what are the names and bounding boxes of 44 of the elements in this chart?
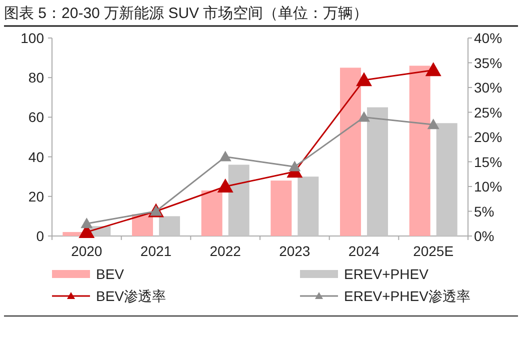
point bbox=[217, 178, 234, 192]
x-tick-label: 2020 bbox=[71, 243, 102, 259]
legend-label: EREV+PHEV bbox=[344, 266, 430, 282]
bar bbox=[436, 123, 458, 236]
point bbox=[358, 111, 370, 122]
x-tick-label: 2021 bbox=[140, 243, 172, 259]
y2-tick-label: 40% bbox=[474, 30, 502, 46]
x-tick-label: 2023 bbox=[279, 243, 310, 259]
bar bbox=[201, 190, 222, 236]
bar bbox=[409, 66, 430, 236]
bar bbox=[228, 164, 250, 236]
y-tick-label: 40 bbox=[28, 148, 44, 165]
y-tick-label: 100 bbox=[20, 30, 44, 46]
point bbox=[219, 150, 232, 162]
legend-label: BEV bbox=[96, 266, 125, 282]
y-tick-label: 60 bbox=[28, 109, 44, 126]
legend-label: BEV渗透率 bbox=[96, 288, 166, 304]
bar bbox=[340, 68, 361, 236]
x-tick-label: 2022 bbox=[210, 243, 242, 259]
y2-tick-label: 0% bbox=[474, 228, 494, 244]
legend-label: EREV+PHEV渗透率 bbox=[344, 288, 470, 304]
x-tick-label: 2024 bbox=[348, 243, 380, 259]
bar bbox=[298, 176, 319, 236]
point bbox=[356, 72, 372, 86]
y-tick-label: 20 bbox=[28, 188, 44, 204]
point bbox=[427, 118, 440, 130]
bar bbox=[159, 216, 180, 236]
y2-tick-label: 25% bbox=[474, 104, 502, 120]
y2-tick-label: 15% bbox=[474, 154, 502, 170]
y-tick-label: 0 bbox=[36, 228, 44, 244]
y2-tick-label: 30% bbox=[474, 80, 502, 96]
y-tick-label: 80 bbox=[28, 70, 44, 86]
point bbox=[425, 62, 442, 76]
point bbox=[288, 160, 301, 172]
bar bbox=[132, 214, 153, 236]
y2-tick-label: 35% bbox=[474, 54, 502, 71]
y2-tick-label: 10% bbox=[474, 178, 502, 194]
bar bbox=[367, 107, 388, 236]
x-tick-label: 2025E bbox=[413, 243, 454, 259]
bar bbox=[270, 180, 292, 236]
chart-title: 图表 5：20-30 万新能源 SUV 市场空间（单位：万辆） bbox=[4, 5, 368, 22]
y2-tick-label: 5% bbox=[474, 203, 494, 220]
y2-tick-label: 20% bbox=[474, 129, 502, 145]
point bbox=[80, 218, 93, 228]
